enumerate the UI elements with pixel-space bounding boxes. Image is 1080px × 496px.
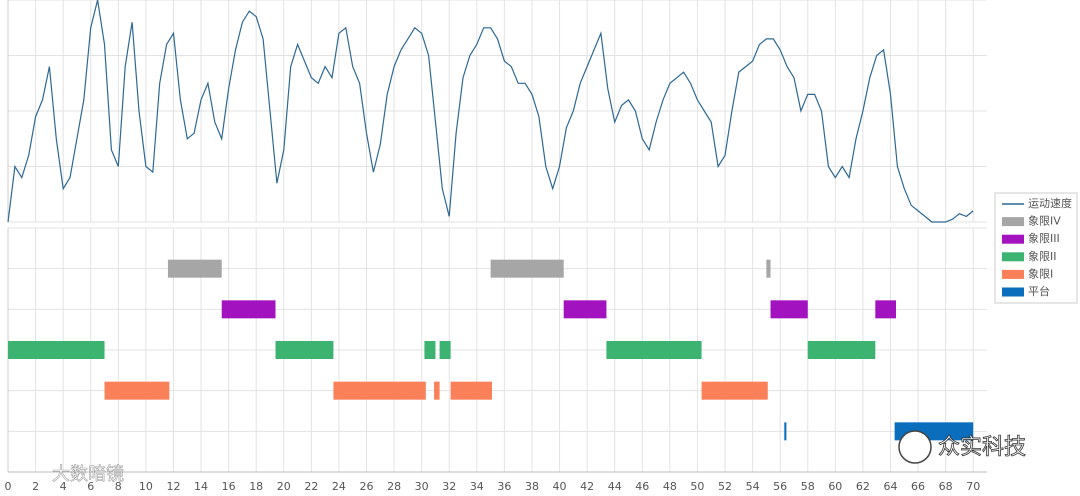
speed-line <box>7 0 974 223</box>
x-tick-label: 46 <box>635 480 649 493</box>
x-tick-label: 10 <box>139 480 153 493</box>
x-tick-label: 36 <box>497 480 511 493</box>
legend-swatch <box>1002 252 1024 262</box>
phase-bar <box>875 300 896 319</box>
x-tick-label: 60 <box>828 480 842 493</box>
x-tick-label: 20 <box>277 480 291 493</box>
legend-box <box>994 192 1078 304</box>
phase-bar <box>333 381 426 400</box>
x-tick-label: 62 <box>856 480 870 493</box>
x-tick-label: 26 <box>360 480 374 493</box>
phase-bar <box>606 341 702 359</box>
legend-label: 象限III <box>1028 232 1060 245</box>
x-tick-label: 8 <box>115 480 122 493</box>
x-tick-label: 14 <box>194 480 208 493</box>
x-tick-label: 6 <box>87 480 94 493</box>
legend-label: 运动速度 <box>1028 196 1072 210</box>
x-tick-label: 48 <box>663 480 677 493</box>
legend-swatch <box>1002 287 1024 297</box>
phase-bar <box>563 300 607 319</box>
x-tick-label: 28 <box>387 480 401 493</box>
x-tick-label: 0 <box>5 480 12 493</box>
x-tick-label: 4 <box>60 480 67 493</box>
phase-bar <box>701 381 768 400</box>
x-tick-label: 34 <box>470 480 484 493</box>
x-tick-label: 56 <box>773 480 787 493</box>
phase-bar <box>167 259 222 278</box>
legend-swatch <box>1002 234 1024 244</box>
x-tick-label: 24 <box>332 480 346 493</box>
x-tick-label: 70 <box>966 480 980 493</box>
phase-bar <box>434 381 440 400</box>
x-tick-label: 50 <box>690 480 704 493</box>
x-tick-label: 30 <box>415 480 429 493</box>
x-tick-label: 12 <box>166 480 180 493</box>
phase-bar <box>424 341 436 359</box>
phase-bar <box>275 341 334 359</box>
phase-bar <box>490 259 564 278</box>
phase-bar <box>770 300 808 319</box>
phase-bar <box>766 259 771 278</box>
watermark: 众实科技 <box>938 435 1026 460</box>
x-tick-label: 64 <box>883 480 897 493</box>
x-tick-label: 18 <box>249 480 263 493</box>
phase-bar <box>104 381 170 400</box>
legend-label: 象限I <box>1028 267 1053 280</box>
phase-bar <box>8 341 105 359</box>
phase-bar <box>221 300 276 319</box>
phase-bar <box>450 381 492 400</box>
x-tick-label: 54 <box>746 480 760 493</box>
watermark-icon <box>898 430 932 464</box>
x-tick-label: 58 <box>801 480 815 493</box>
phase-bar <box>807 341 876 359</box>
phase-bar <box>784 422 787 441</box>
x-tick-label: 68 <box>939 480 953 493</box>
x-tick-label: 32 <box>442 480 456 493</box>
phase-bar <box>439 341 451 359</box>
legend-swatch <box>1002 217 1024 227</box>
x-tick-label: 38 <box>525 480 539 493</box>
x-tick-label: 16 <box>222 480 236 493</box>
legend-label: 象限II <box>1028 250 1057 263</box>
x-tick-label: 22 <box>304 480 318 493</box>
watermark: 大数暗镜 <box>52 464 124 485</box>
x-tick-label: 66 <box>911 480 925 493</box>
legend-swatch <box>1002 269 1024 279</box>
legend-label: 平台 <box>1028 284 1050 298</box>
x-tick-label: 40 <box>553 480 567 493</box>
x-tick-label: 42 <box>580 480 594 493</box>
x-tick-label: 44 <box>608 480 622 493</box>
legend-label: 象限IV <box>1028 215 1061 228</box>
x-tick-label: 52 <box>718 480 732 493</box>
x-tick-label: 2 <box>32 480 39 493</box>
